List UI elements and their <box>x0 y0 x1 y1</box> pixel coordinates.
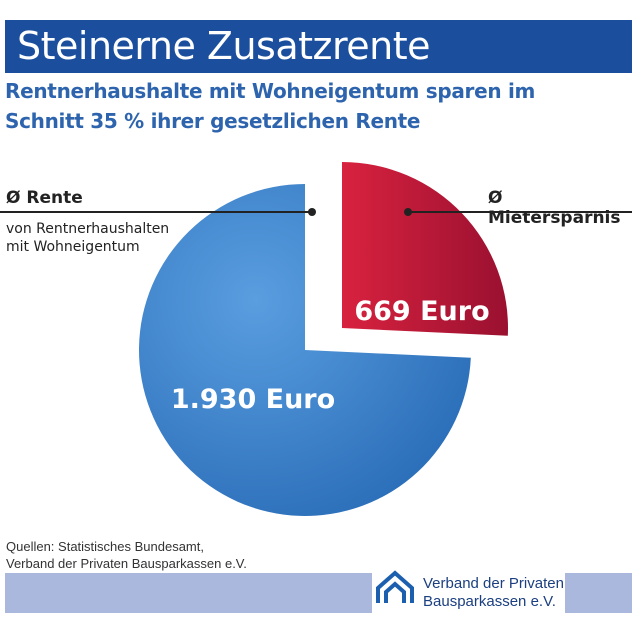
footer-band-right <box>565 573 632 613</box>
sources: Quellen: Statistisches Bundesamt, Verban… <box>6 538 247 572</box>
label-rente: Ø Rente <box>6 188 83 208</box>
chart-title: Steinerne Zusatzrente <box>17 24 431 68</box>
value-label-mietersparnis: 669 Euro <box>354 296 489 327</box>
footer-band-left <box>5 573 372 613</box>
source-line: Verband der Privaten Bausparkassen e.V. <box>6 556 247 571</box>
leader-dot-mietersparnis <box>404 208 412 216</box>
chart-subtitle: Rentnerhaushalte mit Wohneigentum sparen… <box>5 79 536 133</box>
value-label-rente: 1.930 Euro <box>171 384 335 415</box>
sublabel-rente: von Rentnerhaushalten mit Wohneigentum <box>6 221 170 255</box>
logo-line: Verband der Privaten <box>423 575 564 592</box>
source-line: Quellen: Statistisches Bundesamt, <box>6 539 204 554</box>
label-mietersparnis: Ø Mietersparnis <box>488 188 621 228</box>
title-bar: Steinerne Zusatzrente <box>5 20 632 73</box>
pie-slice-mietersparnis <box>342 162 508 336</box>
leader-dot-rente <box>308 208 316 216</box>
logo-line: Bausparkassen e.V. <box>423 593 556 610</box>
logo-text: Verband der Privaten Bausparkassen e.V. <box>423 575 564 611</box>
pie-slice-rente <box>139 184 471 516</box>
